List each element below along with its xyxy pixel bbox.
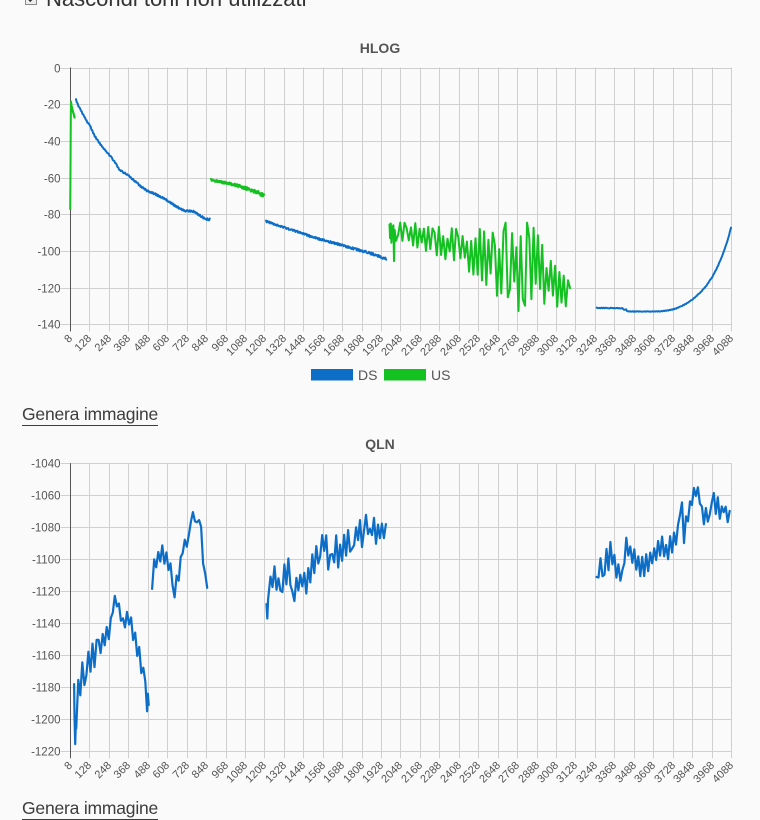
- svg-text:3248: 3248: [574, 333, 600, 359]
- svg-text:3008: 3008: [535, 333, 561, 359]
- svg-text:-80: -80: [44, 210, 61, 222]
- svg-text:608: 608: [151, 333, 172, 354]
- svg-text:3368: 3368: [593, 333, 619, 359]
- svg-text:848: 848: [190, 333, 211, 354]
- svg-text:3968: 3968: [691, 333, 717, 359]
- svg-text:4088: 4088: [710, 333, 736, 359]
- svg-text:-1100: -1100: [32, 555, 61, 567]
- svg-text:1928: 1928: [360, 333, 386, 359]
- svg-text:1808: 1808: [341, 760, 367, 786]
- svg-text:3848: 3848: [671, 760, 697, 786]
- svg-text:3128: 3128: [554, 760, 580, 786]
- svg-text:-120: -120: [37, 284, 60, 296]
- svg-text:248: 248: [93, 333, 114, 354]
- svg-text:2168: 2168: [399, 760, 425, 786]
- svg-text:1448: 1448: [282, 760, 308, 786]
- svg-text:2768: 2768: [496, 333, 522, 359]
- svg-text:1688: 1688: [321, 333, 347, 359]
- svg-text:QLN: QLN: [365, 436, 395, 452]
- svg-text:3608: 3608: [632, 760, 658, 786]
- svg-text:-1040: -1040: [31, 459, 60, 471]
- svg-text:-1220: -1220: [31, 747, 60, 759]
- svg-text:3008: 3008: [535, 760, 561, 786]
- svg-text:2528: 2528: [457, 760, 483, 786]
- svg-text:-20: -20: [44, 100, 61, 112]
- svg-text:248: 248: [93, 760, 114, 781]
- svg-text:2408: 2408: [438, 760, 464, 786]
- svg-text:-100: -100: [37, 247, 60, 259]
- svg-text:DS: DS: [358, 367, 377, 383]
- svg-text:488: 488: [132, 760, 153, 781]
- svg-text:128: 128: [73, 333, 94, 354]
- svg-text:-1200: -1200: [31, 715, 60, 727]
- svg-text:HLOG: HLOG: [360, 40, 401, 56]
- svg-text:1208: 1208: [243, 760, 269, 786]
- svg-text:368: 368: [112, 760, 133, 781]
- svg-text:3728: 3728: [652, 333, 678, 359]
- svg-text:3128: 3128: [554, 333, 580, 359]
- svg-text:3248: 3248: [574, 760, 600, 786]
- svg-text:3608: 3608: [632, 333, 658, 359]
- svg-text:1808: 1808: [341, 333, 367, 359]
- svg-text:1448: 1448: [282, 333, 308, 359]
- svg-text:2408: 2408: [438, 333, 464, 359]
- svg-text:-140: -140: [37, 320, 60, 332]
- svg-text:0: 0: [54, 64, 60, 76]
- svg-text:1688: 1688: [321, 760, 347, 786]
- svg-text:3848: 3848: [671, 333, 697, 359]
- svg-text:488: 488: [132, 333, 153, 354]
- svg-text:848: 848: [190, 760, 211, 781]
- svg-text:4088: 4088: [710, 760, 736, 786]
- svg-text:-1080: -1080: [31, 523, 60, 535]
- svg-text:-1060: -1060: [31, 491, 60, 503]
- svg-text:3488: 3488: [613, 333, 639, 359]
- svg-text:608: 608: [151, 760, 172, 781]
- svg-text:-1120: -1120: [32, 587, 61, 599]
- svg-text:1328: 1328: [263, 760, 289, 786]
- svg-text:3968: 3968: [691, 760, 717, 786]
- svg-text:US: US: [431, 367, 450, 383]
- svg-text:-1140: -1140: [32, 619, 61, 631]
- svg-text:128: 128: [73, 760, 94, 781]
- svg-text:2168: 2168: [399, 333, 425, 359]
- svg-text:-1160: -1160: [32, 651, 61, 663]
- svg-text:1568: 1568: [302, 333, 328, 359]
- svg-text:3488: 3488: [613, 760, 639, 786]
- svg-text:8: 8: [62, 333, 75, 346]
- svg-text:368: 368: [112, 333, 133, 354]
- svg-text:2048: 2048: [379, 760, 405, 786]
- svg-text:728: 728: [171, 760, 192, 781]
- svg-text:2648: 2648: [477, 333, 503, 359]
- svg-text:-1180: -1180: [32, 683, 61, 695]
- svg-text:1088: 1088: [224, 333, 250, 359]
- svg-text:1088: 1088: [224, 760, 250, 786]
- svg-text:3728: 3728: [652, 760, 678, 786]
- svg-text:2048: 2048: [379, 333, 405, 359]
- svg-text:2888: 2888: [516, 333, 542, 359]
- svg-text:-60: -60: [44, 174, 61, 186]
- svg-text:2288: 2288: [418, 760, 444, 786]
- svg-text:1928: 1928: [360, 760, 386, 786]
- svg-text:2768: 2768: [496, 760, 522, 786]
- svg-text:728: 728: [171, 333, 192, 354]
- svg-text:1328: 1328: [263, 333, 289, 359]
- svg-text:2528: 2528: [457, 333, 483, 359]
- svg-text:-40: -40: [44, 137, 61, 149]
- svg-text:8: 8: [62, 760, 75, 773]
- svg-text:2288: 2288: [418, 333, 444, 359]
- svg-text:2648: 2648: [477, 760, 503, 786]
- svg-text:3368: 3368: [593, 760, 619, 786]
- svg-text:1568: 1568: [302, 760, 328, 786]
- svg-text:2888: 2888: [516, 760, 542, 786]
- svg-text:1208: 1208: [243, 333, 269, 359]
